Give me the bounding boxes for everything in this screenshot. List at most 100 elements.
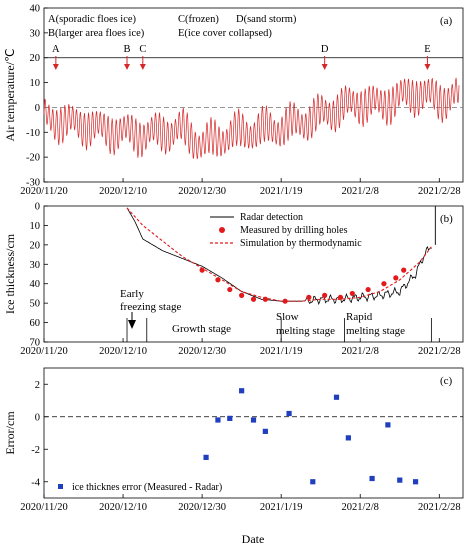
panel-a-y-axis-title: Air temperature/℃ xyxy=(3,48,17,141)
stage-early-line1: Early xyxy=(120,288,144,300)
event-arrow-head xyxy=(321,64,328,70)
drilling-point xyxy=(306,294,312,300)
x-tick-label: 2020/11/20 xyxy=(20,502,67,513)
x-tick-label: 2021/2/8 xyxy=(342,186,379,197)
error-point xyxy=(250,417,257,423)
chart-marks: 2020/11/20 2020/12/10 2020/12/30 2021/1/19 2… xyxy=(20,4,463,513)
panel-c-frame xyxy=(43,367,464,499)
x-tick-label: 2021/2/8 xyxy=(342,502,379,513)
y-tick-label: 30 xyxy=(30,28,41,39)
x-tick-label: 2020/11/20 xyxy=(20,186,67,197)
drilling-point xyxy=(401,267,407,273)
y-tick-label: 40 xyxy=(30,4,41,15)
y-tick-label: 2 xyxy=(35,380,40,391)
drilling-point xyxy=(393,275,399,281)
x-tick-label: 2020/12/30 xyxy=(178,346,226,357)
event-legend-d: D(sand storm) xyxy=(236,14,297,25)
y-tick-label: 0 xyxy=(35,103,40,114)
y-tick-label: 20 xyxy=(30,53,41,64)
error-point xyxy=(345,435,351,441)
event-legend-c: C(frozen) xyxy=(178,14,219,25)
error-point xyxy=(286,410,292,417)
stage-rapid-line1: Rapid xyxy=(346,311,373,323)
panel-a-label: (a) xyxy=(440,15,453,27)
drilling-point xyxy=(239,292,245,298)
error-point xyxy=(215,417,221,423)
y-tick-label: 30 xyxy=(30,260,41,271)
drilling-point xyxy=(337,294,344,300)
early-stage-arrow-head xyxy=(128,320,137,329)
panel-b-frame xyxy=(43,205,464,343)
drilling-point xyxy=(250,296,257,302)
drilling-point xyxy=(349,290,355,297)
error-point xyxy=(227,415,233,421)
x-tick-label: 2021/1/19 xyxy=(260,186,303,197)
x-tick-label: 2020/12/10 xyxy=(99,502,147,513)
y-tick-label: 70 xyxy=(30,338,41,349)
x-tick-label: 2021/2/28 xyxy=(418,346,461,357)
y-tick-label: -2 xyxy=(31,445,40,456)
error-point xyxy=(385,422,391,428)
panel-c-legend: ice thicknes error (Measured - Radar) xyxy=(58,482,222,493)
error-point xyxy=(333,394,340,400)
legend-error-label: ice thicknes error (Measured - Radar) xyxy=(72,482,222,493)
x-tick-label: 2020/12/30 xyxy=(178,186,226,197)
event-legend-b: B(larger area floes ice) xyxy=(48,28,145,39)
x-tick-label: 2020/12/10 xyxy=(99,346,147,357)
drilling-point xyxy=(322,292,328,298)
x-axis-title: Date xyxy=(242,532,265,546)
stage-slow-line1: Slow xyxy=(276,311,299,323)
event-legend-a: A(sporadic floes ice) xyxy=(48,14,137,25)
stage-early-line2: freezing stage xyxy=(120,301,181,313)
panel-c-y-axis-title: Error/cm xyxy=(3,411,17,455)
y-tick-label: 0 xyxy=(35,202,40,213)
event-legend-e: E(ice cover collapsed) xyxy=(178,28,272,39)
y-tick-label: 10 xyxy=(30,221,41,232)
error-point xyxy=(262,428,268,434)
x-tick-label: 2021/1/19 xyxy=(260,502,303,513)
error-point xyxy=(412,479,419,485)
y-tick-label: 20 xyxy=(30,240,41,251)
event-arrow-head xyxy=(139,64,146,70)
event-label: B xyxy=(124,44,131,55)
y-tick-label: -30 xyxy=(26,178,40,189)
panel-a-frame xyxy=(43,7,464,183)
x-tick-label: 2020/12/30 xyxy=(178,502,226,513)
error-point xyxy=(369,475,375,482)
drilling-point xyxy=(227,286,233,293)
stage-growth: Growth stage xyxy=(172,323,231,335)
event-arrow-head xyxy=(424,64,431,70)
error-point xyxy=(310,479,316,485)
error-point xyxy=(203,454,209,460)
event-label: D xyxy=(321,44,329,55)
temperature-line xyxy=(43,77,460,160)
x-tick-label: 2021/2/28 xyxy=(418,186,461,197)
y-tick-label: 60 xyxy=(30,318,41,329)
y-tick-label: 10 xyxy=(30,78,41,89)
y-tick-label: 50 xyxy=(30,299,41,310)
drilling-point xyxy=(365,286,371,293)
simulation-line xyxy=(126,207,432,302)
legend-radar-label: Radar detection xyxy=(240,212,303,223)
drilling-point xyxy=(282,298,288,304)
stage-slow-line2: melting stage xyxy=(276,325,335,337)
panel-b-label: (b) xyxy=(440,213,453,225)
panel-b-y-axis-title: Ice thickness/cm xyxy=(3,233,17,314)
event-label: C xyxy=(139,44,146,55)
drilling-point xyxy=(215,277,221,283)
event-arrow-head xyxy=(124,64,131,70)
panel-b-legend: Radar detection Measured by drilling hol… xyxy=(210,212,362,249)
y-tick-label: 40 xyxy=(30,279,41,290)
stage-rapid-line2: melting stage xyxy=(346,325,405,337)
x-tick-label: 2020/12/10 xyxy=(99,186,147,197)
drilling-point xyxy=(381,281,387,287)
event-label: A xyxy=(52,44,60,55)
legend-drilling-label: Measured by drilling holes xyxy=(240,225,348,236)
panel-c-label: (c) xyxy=(440,375,453,387)
drilling-point xyxy=(199,267,205,273)
legend-simulation-label: Simulation by thermodynamic xyxy=(240,238,362,249)
event-label: E xyxy=(424,44,430,55)
y-tick-label: -10 xyxy=(26,128,40,139)
x-tick-label: 2021/2/28 xyxy=(418,502,461,513)
